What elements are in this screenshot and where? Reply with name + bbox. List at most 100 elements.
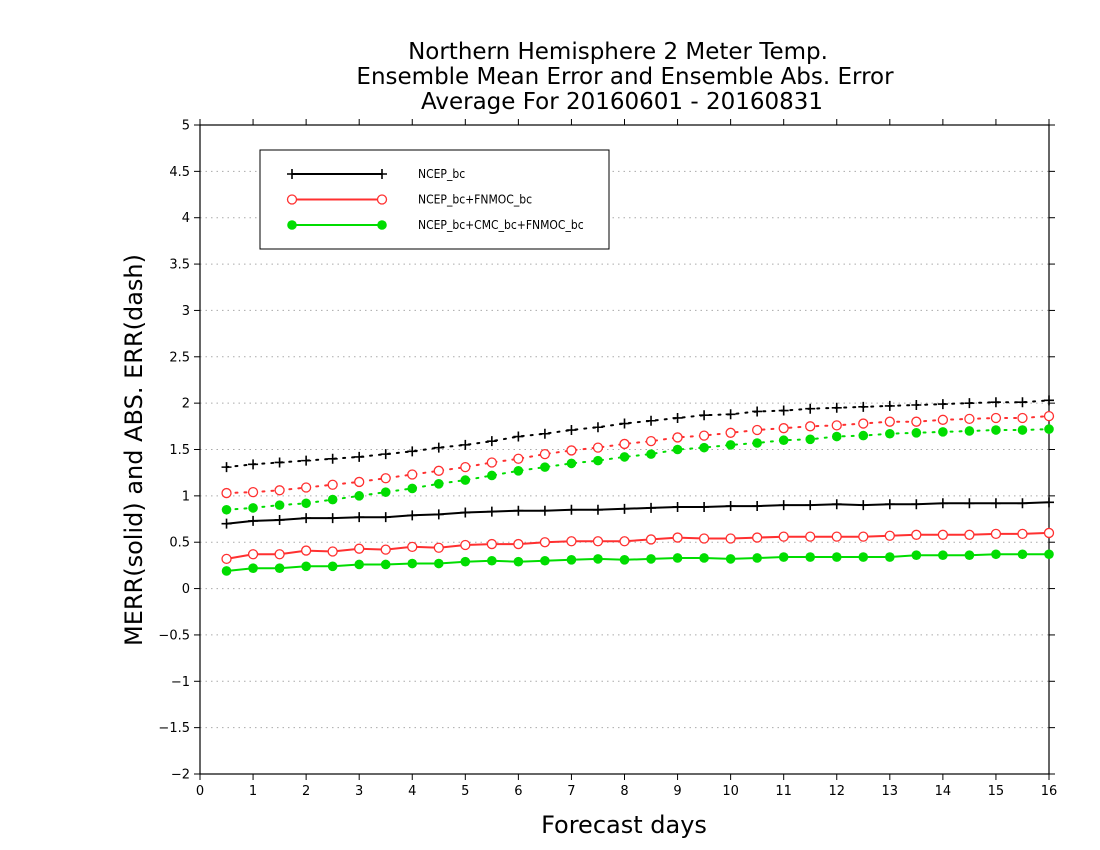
plus-marker (725, 409, 736, 420)
plus-marker (407, 446, 418, 457)
filled-circle-marker (248, 503, 258, 513)
filled-circle-marker (274, 563, 285, 573)
y-tick-label: 5 (182, 119, 190, 134)
open-circle-marker (286, 194, 298, 205)
plus-marker (672, 412, 683, 423)
open-circle-marker (831, 531, 842, 542)
filled-circle-marker (672, 444, 683, 455)
y-tick-label: 0 (182, 582, 190, 597)
plus-marker (460, 439, 471, 450)
plus-marker (805, 403, 816, 414)
x-tick-label: 3 (355, 784, 363, 799)
plus-marker (380, 449, 391, 460)
x-tick-label: 4 (408, 784, 416, 799)
filled-circle-marker (1017, 549, 1028, 560)
filled-circle-marker (407, 483, 418, 494)
open-circle-marker (805, 421, 816, 432)
y-tick-label: 2 (182, 397, 190, 412)
plus-marker (646, 415, 657, 426)
x-tick-label: 10 (722, 784, 739, 799)
filled-circle-marker (619, 555, 630, 565)
plus-marker (327, 453, 338, 464)
y-tick-label: −1 (171, 675, 190, 690)
open-circle-marker (698, 533, 710, 544)
x-tick-label: 11 (775, 784, 792, 799)
plus-marker (592, 422, 603, 433)
plus-marker (884, 400, 895, 411)
filled-circle-marker (221, 566, 232, 576)
filled-circle-marker (938, 550, 948, 560)
filled-circle-marker (380, 559, 391, 570)
title-line-3: Average For 20160601 - 20160831 (421, 89, 823, 115)
open-circle-marker (380, 473, 391, 484)
open-circle-marker (1043, 527, 1055, 539)
plus-marker (1044, 497, 1054, 508)
plus-marker (646, 502, 657, 513)
open-circle-marker (1043, 410, 1055, 422)
y-tick-label: −2 (171, 768, 190, 783)
filled-circle-marker (221, 504, 232, 515)
x-axis-label: Forecast days (541, 811, 707, 839)
filled-circle-marker (831, 552, 842, 562)
filled-circle-marker (487, 470, 497, 481)
filled-circle-marker (831, 431, 842, 442)
open-circle-marker (645, 534, 657, 545)
plus-marker (990, 397, 1001, 408)
plus-marker (513, 431, 524, 442)
title-line-2: Ensemble Mean Error and Ensemble Abs. Er… (356, 64, 894, 90)
x-tick-label: 9 (673, 784, 681, 799)
plus-marker (1044, 395, 1054, 406)
legend-label: NCEP_bc+CMC_bc+FNMOC_bc (418, 218, 584, 232)
open-circle-marker (937, 529, 949, 540)
plus-marker (619, 418, 630, 429)
open-circle-marker (274, 485, 285, 496)
open-circle-marker (964, 413, 975, 425)
filled-circle-marker (566, 555, 577, 565)
filled-circle-marker (646, 554, 656, 564)
plus-marker (858, 401, 869, 412)
y-tick-label: −0.5 (158, 628, 190, 643)
open-circle-marker (376, 194, 388, 205)
open-circle-marker (672, 432, 683, 443)
filled-circle-marker (354, 491, 364, 501)
filled-circle-marker (327, 561, 338, 572)
plus-marker (566, 504, 577, 515)
open-circle-marker (672, 532, 683, 543)
plus-marker (301, 513, 312, 524)
open-circle-marker (221, 487, 232, 499)
plus-marker (699, 410, 710, 421)
open-circle-marker (1017, 528, 1028, 540)
open-circle-marker (619, 536, 630, 547)
open-circle-marker (354, 476, 365, 488)
plus-marker (354, 451, 365, 462)
open-circle-marker (698, 430, 710, 441)
plus-marker (831, 402, 842, 413)
filled-circle-marker (513, 466, 524, 476)
filled-circle-marker (274, 500, 285, 510)
filled-circle-marker (301, 561, 311, 572)
filled-circle-marker (964, 426, 975, 436)
plus-marker (699, 501, 710, 512)
open-circle-marker (911, 416, 922, 427)
open-circle-marker (778, 531, 789, 542)
plus-marker (221, 518, 232, 529)
plus-marker (990, 498, 1001, 509)
plus-marker (752, 501, 763, 512)
open-circle-marker (300, 482, 312, 493)
plus-marker (672, 501, 683, 512)
open-circle-marker (327, 546, 338, 557)
open-circle-marker (486, 538, 497, 550)
y-tick-label: 0.5 (169, 536, 190, 551)
filled-circle-marker (460, 475, 471, 485)
x-tick-label: 2 (302, 784, 310, 799)
filled-circle-marker (699, 553, 709, 563)
series-3 (221, 424, 1054, 576)
plus-marker (539, 505, 550, 516)
series-1 (221, 395, 1054, 529)
plus-marker (539, 428, 550, 439)
open-circle-marker (592, 442, 604, 453)
y-tick-label: 1.5 (169, 443, 190, 458)
filled-circle-marker (964, 550, 975, 560)
x-tick-label: 16 (1041, 784, 1058, 799)
plus-marker (513, 505, 524, 516)
